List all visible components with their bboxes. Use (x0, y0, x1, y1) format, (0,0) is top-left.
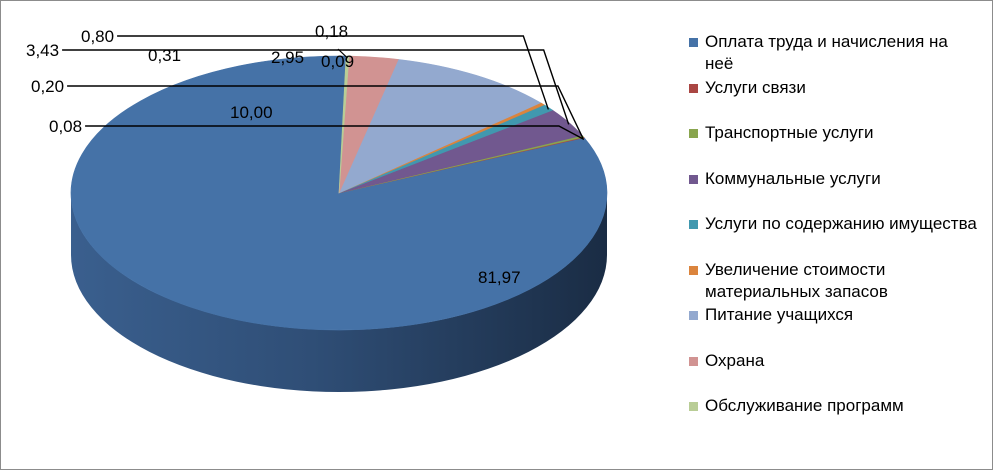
data-label-materials: 0,31 (148, 46, 181, 65)
legend-item-security: Охрана (689, 350, 979, 372)
legend-item-student-meals: Питание учащихся (689, 304, 979, 326)
data-label-security: 2,95 (271, 48, 304, 67)
leader-line-communication (85, 125, 585, 140)
leader-line-utilities (62, 49, 570, 125)
leader-line-software-service (337, 48, 348, 59)
legend-item-utilities: Коммунальные услуги (689, 168, 979, 190)
data-label-transport: 0,20 (31, 77, 64, 96)
data-label-communication: 0,08 (49, 117, 82, 136)
legend-swatch-utilities (689, 175, 698, 184)
legend-swatch-property-maintenance (689, 220, 698, 229)
data-label-student-meals: 10,00 (230, 103, 273, 122)
legend-item-property-maintenance: Услуги по содержанию имущества (689, 213, 979, 235)
legend-item-materials: Увеличение стоимости материальных запасо… (689, 259, 979, 303)
legend-item-transport: Транспортные услуги (689, 122, 979, 144)
legend-label-security: Охрана (705, 351, 765, 370)
data-label-salary: 81,97 (478, 268, 521, 287)
legend-label-transport: Транспортные услуги (705, 123, 874, 142)
data-label-extra-0: 0,09 (321, 52, 354, 71)
legend-swatch-materials (689, 266, 698, 275)
legend-item-software-service: Обслуживание программ (689, 395, 979, 417)
legend-label-software-service: Обслуживание программ (705, 396, 904, 415)
legend-swatch-transport (689, 129, 698, 138)
legend-swatch-salary (689, 38, 698, 47)
legend-swatch-software-service (689, 402, 698, 411)
data-label-property-maintenance: 0,80 (81, 27, 114, 46)
pie-side-wall (71, 193, 607, 392)
legend-item-communication: Услуги связи (689, 77, 979, 99)
legend-label-communication: Услуги связи (705, 78, 806, 97)
legend-swatch-communication (689, 84, 698, 93)
legend-swatch-security (689, 357, 698, 366)
data-label-software-service: 0,18 (315, 22, 348, 41)
legend-label-materials: Увеличение стоимости материальных запасо… (705, 260, 888, 301)
legend-swatch-student-meals (689, 311, 698, 320)
legend-label-student-meals: Питание учащихся (705, 305, 854, 324)
leader-line-transport (67, 85, 584, 139)
legend-label-utilities: Коммунальные услуги (705, 169, 881, 188)
legend-label-property-maintenance: Услуги по содержанию имущества (705, 214, 977, 233)
data-label-utilities: 3,43 (26, 41, 59, 60)
leader-line-property-maintenance (117, 35, 550, 110)
legend-item-salary: Оплата труда и начисления на неё (689, 31, 979, 75)
legend-label-salary: Оплата труда и начисления на неё (705, 32, 948, 73)
